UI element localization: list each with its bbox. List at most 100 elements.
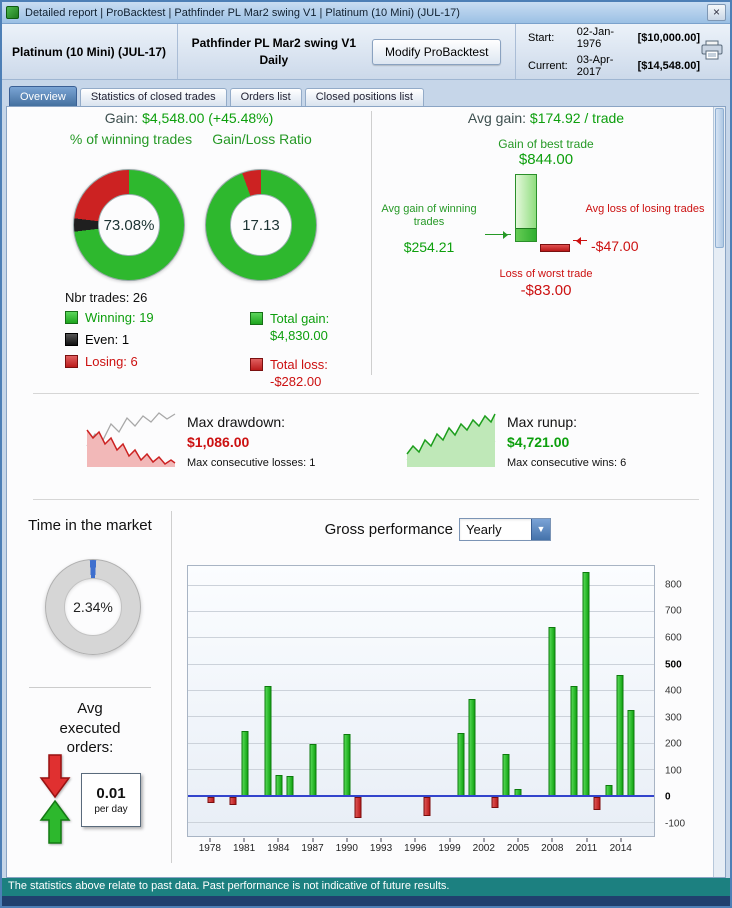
total-gain-value: $4,830.00 — [270, 327, 328, 343]
system-timeframe: Daily — [259, 52, 289, 67]
x-tick-label: 1993 — [369, 843, 393, 854]
chart-bar — [229, 796, 237, 805]
y-gridline — [188, 690, 654, 692]
losing-swatch-icon — [65, 355, 78, 368]
chart-bar — [354, 796, 362, 818]
x-tick-label: 2014 — [609, 843, 632, 854]
print-icon[interactable] — [700, 40, 724, 63]
gain-summary: Gain: $4,548.00 (+45.48%) — [7, 110, 371, 126]
period-dropdown-value: Yearly — [466, 522, 502, 537]
x-tick-mark — [380, 838, 382, 842]
totals-legend: Total gain: $4,830.00 Total loss: -$282.… — [250, 311, 329, 403]
avg-loss-label: Avg loss of losing trades — [585, 203, 705, 215]
gain-label: Gain: — [104, 110, 139, 126]
start-label: Start: — [528, 31, 555, 44]
nbr-trades: Nbr trades: 26 — [65, 290, 148, 305]
chart-bar — [343, 733, 351, 797]
chart-bar — [207, 796, 215, 804]
chart-bar — [627, 709, 635, 797]
winning-trades-title: % of winning trades — [69, 131, 193, 147]
y-gridline — [188, 821, 654, 823]
x-tick-mark — [620, 838, 622, 842]
chevron-down-icon[interactable]: ▼ — [531, 519, 550, 540]
x-tick-label: 2002 — [472, 843, 495, 854]
y-tick-label: 200 — [665, 738, 682, 750]
best-trade-label: Gain of best trade — [498, 137, 594, 151]
chart-y-axis: -100 0 100 200 300 400 500 600 700 800 — [659, 565, 705, 837]
chart-bar — [264, 685, 272, 797]
start-amount: [$10,000.00] — [637, 31, 700, 44]
tab-statistics[interactable]: Statistics of closed trades — [79, 88, 227, 106]
x-tick-label: 2005 — [506, 843, 530, 854]
x-tick-label: 2008 — [541, 843, 564, 854]
chart-bar — [548, 626, 556, 797]
x-tick-mark — [209, 838, 211, 842]
chart-bar — [502, 754, 510, 797]
avg-loss-bar — [540, 244, 570, 252]
sell-arrow-icon — [39, 753, 73, 799]
tab-bar: Overview Statistics of closed trades Ord… — [9, 86, 424, 106]
trades-legend: Winning: 19 Even: 1 Losing: 6 — [65, 310, 154, 369]
y-tick-label: 400 — [665, 685, 682, 697]
legend-even-row: Even: 1 — [65, 332, 154, 347]
avg-loss-arrow-icon — [573, 237, 587, 245]
y-tick-label: 500 — [665, 659, 682, 671]
tab-overview[interactable]: Overview — [9, 86, 77, 106]
system-name-block: Pathfinder PL Mar2 swing V1 Daily — [192, 35, 356, 69]
total-loss-row: Total loss: -$282.00 — [250, 357, 329, 391]
current-amount: [$14,548.00] — [637, 59, 700, 72]
buy-arrow-icon — [39, 799, 73, 845]
tab-orders-list[interactable]: Orders list — [229, 88, 302, 106]
chart-bar — [423, 796, 431, 817]
avg-orders-unit: per day — [94, 804, 128, 815]
tab-closed-positions[interactable]: Closed positions list — [304, 88, 424, 106]
y-tick-label: 300 — [665, 712, 682, 724]
vertical-scrollbar[interactable] — [713, 107, 725, 877]
avg-win-arrow-icon — [485, 231, 511, 239]
worst-trade-value: -$83.00 — [520, 282, 572, 299]
current-label: Current: — [528, 59, 568, 72]
avg-win-value: $254.21 — [403, 239, 455, 255]
avg-gain-value: $174.92 / trade — [529, 110, 625, 126]
max-consecutive-wins: Max consecutive wins: 6 — [507, 457, 627, 469]
x-tick-label: 1999 — [438, 843, 461, 854]
divider-vertical-top — [371, 111, 372, 375]
x-tick-mark — [312, 838, 314, 842]
current-date: 03-Apr-2017 — [576, 53, 614, 78]
chart-bar — [570, 685, 578, 797]
y-gridline — [188, 611, 654, 613]
gain-value: $4,548.00 (+45.48%) — [142, 110, 274, 126]
report-header: Platinum (10 Mini) (JUL-17) Pathfinder P… — [2, 24, 730, 80]
x-tick-label: 2011 — [575, 843, 598, 854]
app-icon — [6, 6, 19, 19]
drawdown-sparkline-icon — [85, 410, 177, 473]
total-gain-row: Total gain: $4,830.00 — [250, 311, 329, 345]
zero-line — [188, 794, 654, 797]
max-consecutive-losses: Max consecutive losses: 1 — [187, 457, 316, 469]
avg-win-label: Avg gain of winning trades — [381, 203, 477, 229]
chart-bar — [286, 775, 294, 797]
system-name: Pathfinder PL Mar2 swing V1 — [191, 35, 357, 50]
time-in-market-value: 2.34% — [64, 578, 122, 636]
avg-orders-value: 0.01 — [96, 785, 126, 802]
x-tick-mark — [449, 838, 451, 842]
close-button[interactable]: × — [707, 4, 726, 21]
chart-bar — [593, 796, 601, 811]
period-dropdown[interactable]: Yearly ▼ — [459, 518, 551, 541]
chart-bar — [468, 698, 476, 797]
total-loss-value: -$282.00 — [270, 373, 322, 389]
avg-orders-box: 0.01 per day — [81, 773, 141, 827]
chart-bar — [241, 731, 249, 797]
x-tick-mark — [346, 838, 348, 842]
divider-vertical-bottom — [171, 511, 172, 863]
scrollbar-thumb[interactable] — [715, 108, 724, 248]
x-tick-label: 1978 — [198, 843, 221, 854]
winning-swatch-icon — [65, 311, 78, 324]
max-runup-block: Max runup: $4,721.00 Max consecutive win… — [507, 414, 626, 469]
total-loss-swatch-icon — [250, 357, 263, 371]
max-drawdown-label: Max drawdown: — [187, 414, 286, 430]
status-bar: The statistics above relate to past data… — [2, 878, 730, 896]
best-trade-bar — [515, 174, 537, 242]
y-tick-label: 700 — [665, 605, 682, 617]
modify-probacktest-button[interactable]: Modify ProBacktest — [372, 38, 502, 65]
